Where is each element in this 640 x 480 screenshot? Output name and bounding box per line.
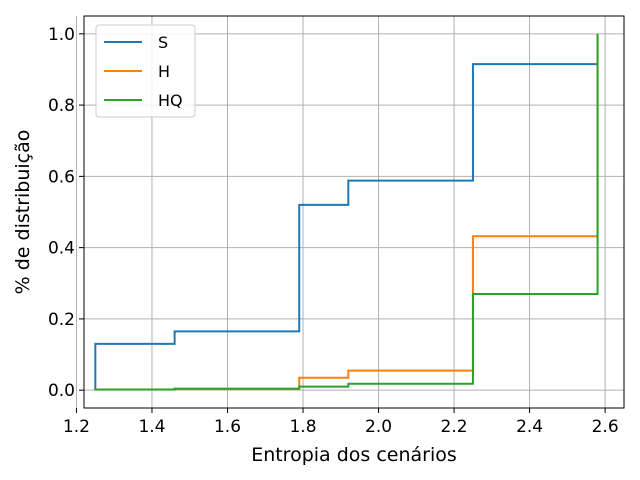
- y-tick-label: 0.0: [48, 381, 75, 401]
- x-tick-label: 1.6: [214, 417, 241, 437]
- x-tick-label: 1.2: [63, 417, 90, 437]
- series-line-hq: [94, 33, 599, 391]
- legend-box: [95, 24, 196, 118]
- legend: SH HQ: [95, 24, 196, 118]
- plot-frame: [83, 15, 625, 409]
- x-axis-label: Entropia dos cenários: [251, 444, 457, 466]
- y-tick-label: 0.8: [48, 96, 75, 116]
- legend-label-h: H: [158, 62, 170, 81]
- legend-label-s: S: [158, 33, 168, 52]
- x-tick-label: 2.0: [365, 417, 392, 437]
- x-tick-label: 2.2: [441, 417, 468, 437]
- series-line-s: [94, 63, 598, 391]
- y-tick-label: 1.0: [48, 25, 75, 45]
- x-tick-label: 1.8: [289, 417, 316, 437]
- x-tick-label: 1.4: [138, 417, 165, 437]
- x-tick-label: 2.6: [592, 417, 619, 437]
- plot-series: [94, 33, 599, 391]
- x-tick-label: 2.4: [516, 417, 543, 437]
- axis-ticks: 1.2 1.4 1.6 1.8 2.0 2.2 2.4 2.6 0.0 0.2 0.4 0.6 0.8 1…: [48, 25, 619, 437]
- grid: [75, 16, 624, 408]
- y-tick-label: 0.4: [48, 239, 75, 259]
- y-axis-label: % de distribuição: [12, 130, 34, 295]
- legend-label-hq: HQ: [158, 91, 183, 110]
- y-tick-label: 0.2: [48, 310, 75, 330]
- y-tick-label: 0.6: [48, 167, 75, 187]
